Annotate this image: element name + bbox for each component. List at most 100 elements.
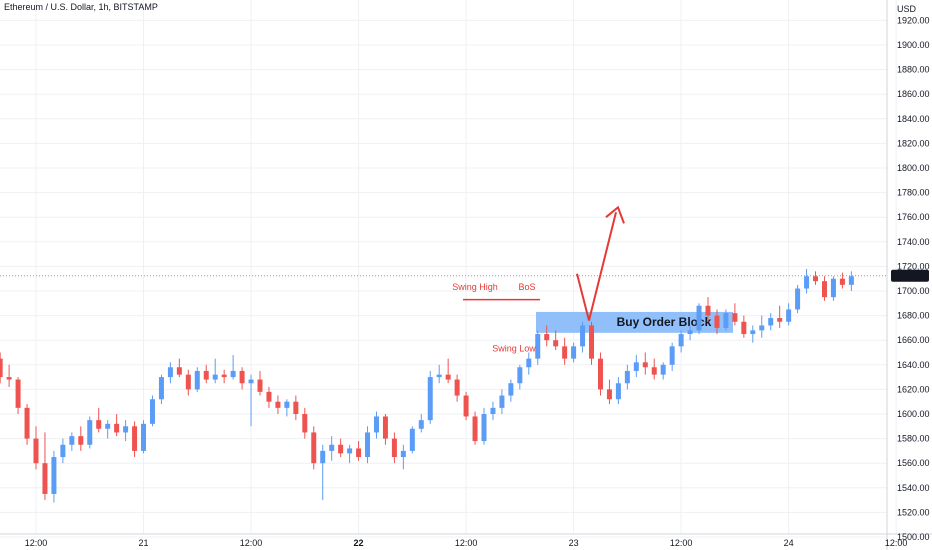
swing-low-label: Swing Low (492, 343, 536, 353)
candle-body (60, 444, 66, 458)
candle-body (194, 370, 200, 390)
candle-body (580, 325, 586, 347)
candle-body (741, 321, 747, 335)
candle-body (6, 377, 12, 380)
price-tick-label: 1640.00 (897, 360, 930, 370)
candle-body (472, 416, 478, 442)
candle-body (508, 383, 514, 396)
order-block-box[interactable] (536, 311, 733, 333)
candle-body (678, 334, 684, 347)
candle-body (795, 288, 801, 310)
candle-body (732, 313, 738, 322)
candle-body (589, 325, 595, 359)
candle-body (373, 416, 379, 433)
candle-body (302, 414, 308, 433)
price-tick-label: 1840.00 (897, 114, 930, 124)
candle-body (535, 334, 541, 359)
candle-body (167, 367, 173, 378)
price-tick-label: 1800.00 (897, 163, 930, 173)
candle-body (418, 420, 424, 429)
candle-body (597, 358, 603, 390)
last-price-badge (891, 269, 929, 282)
candle-body (463, 395, 469, 417)
candle-body (759, 325, 765, 331)
candle-body (132, 426, 138, 451)
candle-body (320, 450, 326, 464)
candle-body (768, 318, 774, 326)
candle-body (266, 391, 272, 402)
candle-body (786, 309, 792, 322)
candle-body (553, 340, 559, 347)
candle-body (400, 450, 406, 458)
price-tick-label: 1600.00 (897, 409, 930, 419)
swing-high-label: Swing High (452, 282, 498, 292)
candle-body (338, 444, 344, 454)
candle-body (562, 346, 568, 359)
time-tick-label: 12:00 (240, 538, 263, 548)
last-price-label: 1712.40 (894, 271, 927, 281)
candle-body (158, 377, 164, 400)
candle-body (687, 330, 693, 335)
candle-body (660, 364, 666, 375)
price-tick-label: 1780.00 (897, 188, 930, 198)
time-tick-label: 12:00 (670, 538, 693, 548)
price-tick-label: 1620.00 (897, 384, 930, 394)
candle-body (804, 276, 810, 289)
candle-body (830, 278, 836, 298)
candle-body (248, 379, 254, 384)
price-tick-label: 1500.00 (897, 532, 930, 542)
candle-body (813, 276, 819, 282)
candle-body (436, 374, 442, 378)
candle-body (356, 448, 362, 458)
candle-body (382, 416, 388, 439)
candle-body (454, 379, 460, 396)
candle-body (651, 367, 657, 375)
price-tick-label: 1540.00 (897, 483, 930, 493)
candle-body (275, 401, 281, 408)
candle-body (293, 401, 299, 414)
price-axis-unit: USD (897, 4, 917, 14)
candle-body (149, 399, 155, 424)
candle-body (723, 313, 729, 328)
time-tick-label: 12:00 (455, 538, 478, 548)
price-tick-label: 1580.00 (897, 434, 930, 444)
candle-body (257, 379, 263, 392)
price-tick-label: 1520.00 (897, 507, 930, 517)
candle-body (123, 426, 129, 433)
price-tick-label: 1560.00 (897, 458, 930, 468)
candle-body (633, 362, 639, 371)
candle-body (490, 407, 496, 414)
candle-body (445, 374, 451, 380)
bos-label: BoS (518, 282, 535, 292)
price-tick-label: 1720.00 (897, 261, 930, 271)
time-tick-label: 23 (569, 538, 579, 548)
price-tick-label: 1880.00 (897, 65, 930, 75)
candle-body (230, 370, 236, 378)
candle-body (329, 444, 335, 451)
candle-body (347, 448, 353, 454)
candle-body (42, 463, 48, 494)
time-tick-label: 12:00 (885, 538, 908, 548)
candle-body (517, 367, 523, 384)
price-tick-label: 1920.00 (897, 15, 930, 25)
candle-body (409, 428, 415, 451)
candle-body (114, 423, 120, 433)
candle-body (427, 377, 433, 421)
candle-body (78, 436, 84, 445)
candle-body (141, 423, 147, 451)
candle-body (777, 318, 783, 322)
chart-title: Ethereum / U.S. Dollar, 1h, BITSTAMP (4, 2, 158, 12)
candle-body (696, 305, 702, 331)
candle-body (105, 423, 111, 429)
time-tick-label: 22 (354, 538, 364, 548)
candle-body (571, 346, 577, 359)
projection-arrow-line (576, 212, 617, 321)
candle-body (750, 330, 756, 335)
candle-body (87, 420, 93, 445)
candle-body (221, 374, 227, 378)
projection-arrow-head (605, 205, 625, 224)
time-tick-label: 21 (139, 538, 149, 548)
candle-body (51, 457, 57, 494)
